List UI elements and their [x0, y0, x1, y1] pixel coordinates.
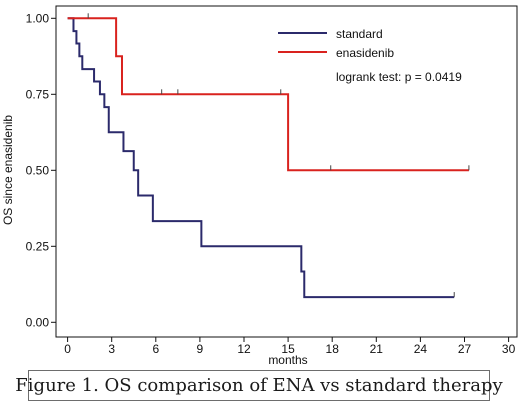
x-tick-label: 21	[370, 342, 384, 356]
x-tick-label: 30	[502, 342, 516, 356]
figure-caption: Figure 1. OS comparison of ENA vs standa…	[15, 370, 503, 401]
legend-label-standard: standard	[336, 27, 383, 41]
x-tick-label: 3	[108, 342, 115, 356]
legend: standard enasidenib	[278, 27, 394, 60]
x-tick-label: 18	[326, 342, 340, 356]
y-tick-label: 0.75	[26, 87, 50, 101]
y-axis-label: OS since enasidenib	[1, 115, 15, 225]
series-layer	[67, 13, 470, 299]
x-tick-label: 0	[64, 342, 71, 356]
x-tick-label: 9	[197, 342, 204, 356]
plot-border	[55, 5, 518, 338]
x-tick-label: 12	[237, 342, 251, 356]
x-axis-label: months	[268, 353, 307, 367]
km-curve-enasidenib	[67, 17, 469, 172]
x-tick-label: 6	[152, 342, 159, 356]
x-tick-label: 24	[414, 342, 428, 356]
x-tick-label: 27	[458, 342, 472, 356]
km-curve-standard	[67, 17, 455, 299]
y-tick-label: 1.00	[26, 11, 50, 25]
logrank-annotation: logrank test: p = 0.0419	[336, 70, 462, 84]
y-tick-label: 0.00	[26, 315, 50, 329]
axes: 0 3 6 9 12 15 18 21 24 27 30 0.00 0.25 0.50 0.75 1.00	[26, 5, 518, 356]
y-tick-label: 0.25	[26, 239, 50, 253]
x-tick-label: 15	[281, 342, 295, 356]
legend-label-enasidenib: enasidenib	[336, 46, 394, 60]
y-tick-label: 0.50	[26, 163, 50, 177]
